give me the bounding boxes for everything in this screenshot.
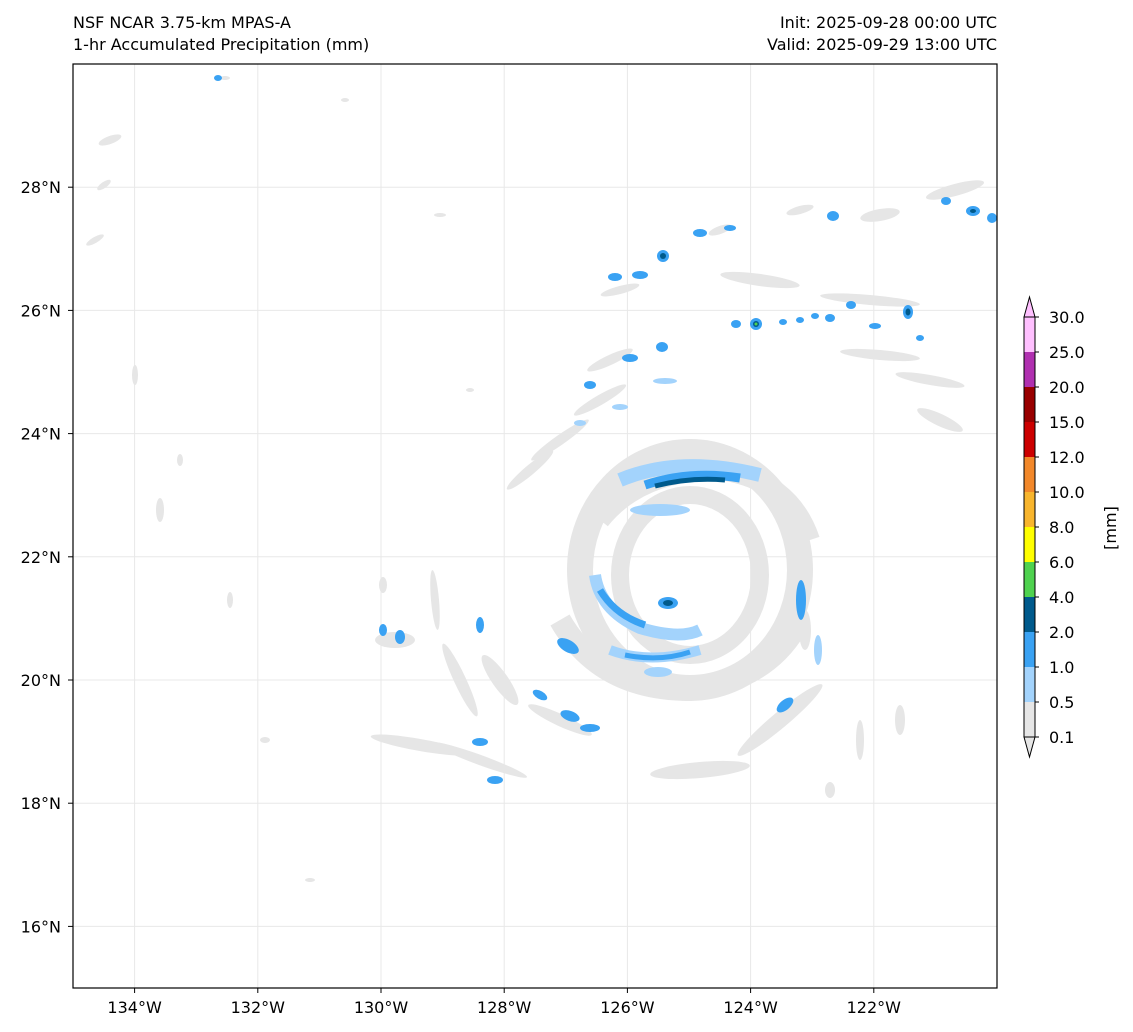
colorbar-max-extend [1023, 295, 1036, 318]
colorbar-segment [1024, 352, 1035, 387]
lat-tick-label: 26°N [21, 301, 61, 320]
colorbar-segment [1024, 632, 1035, 667]
lon-tick-label: 122°W [847, 998, 902, 1017]
lon-tick-label: 134°W [107, 998, 162, 1017]
precip-light-streaks [86, 76, 985, 882]
precip-field [86, 75, 997, 882]
lat-tick-label: 20°N [21, 671, 61, 690]
colorbar-tick-label: 0.5 [1049, 693, 1074, 712]
colorbar-segment [1024, 597, 1035, 632]
map-background [73, 64, 997, 988]
northern-convective-cells [214, 75, 997, 426]
colorbar-segment [1024, 667, 1035, 702]
colorbar-segment [1024, 527, 1035, 562]
lat-tick-label: 18°N [21, 794, 61, 813]
lat-tick-label: 22°N [21, 548, 61, 567]
colorbar-tick-label: 4.0 [1049, 588, 1074, 607]
colorbar-tick-label: 25.0 [1049, 343, 1085, 362]
lon-tick-label: 126°W [600, 998, 655, 1017]
colorbar-tick-label: 10.0 [1049, 483, 1085, 502]
colorbar-segment [1024, 702, 1035, 737]
lat-tick-label: 16°N [21, 917, 61, 936]
colorbar-segment [1024, 457, 1035, 492]
map-title-field: 1-hr Accumulated Precipitation (mm) [73, 35, 370, 54]
colorbar-tick-label: 1.0 [1049, 658, 1074, 677]
map-axis-labels: 134°W 132°W 130°W 128°W 126°W 124°W 122°W 28°N 2… [21, 178, 901, 1017]
map-title-init-time: Init: 2025-09-28 00:00 UTC [779, 13, 997, 32]
storm-rainbands [379, 439, 822, 784]
lat-tick-label: 28°N [21, 178, 61, 197]
colorbar-tick-label: 8.0 [1049, 518, 1074, 537]
lat-tick-label: 24°N [21, 425, 61, 444]
lon-tick-label: 128°W [477, 998, 532, 1017]
map-frame [72, 63, 998, 989]
lon-tick-label: 130°W [354, 998, 409, 1017]
colorbar-tick-label: 12.0 [1049, 448, 1085, 467]
colorbar-tick-label: 20.0 [1049, 378, 1085, 397]
map-axis-ticks [68, 186, 875, 993]
colorbar-min-extend [1023, 736, 1036, 759]
colorbar-tick-label: 6.0 [1049, 553, 1074, 572]
colorbar-segment [1024, 492, 1035, 527]
colorbar-unit-label: [mm] [1101, 506, 1120, 550]
colorbar-tick-label: 0.1 [1049, 728, 1074, 747]
colorbar-tick-label: 30.0 [1049, 308, 1085, 327]
map-title-valid-time: Valid: 2025-09-29 13:00 UTC [766, 35, 997, 54]
colorbar-segment [1024, 387, 1035, 422]
colorbar-tick-label: 15.0 [1049, 413, 1085, 432]
map-title-model: NSF NCAR 3.75-km MPAS-A [73, 13, 291, 32]
colorbar-segment [1024, 317, 1035, 352]
lon-tick-label: 132°W [231, 998, 286, 1017]
colorbar-segment [1024, 562, 1035, 597]
colorbar-segment [1024, 422, 1035, 457]
colorbar-tick-label: 2.0 [1049, 623, 1074, 642]
colorbar: 0.1 0.5 1.0 2.0 4.0 6.0 8.0 10.0 12.0 15.0 20.0 25.… [1023, 295, 1085, 759]
lon-tick-label: 124°W [723, 998, 778, 1017]
